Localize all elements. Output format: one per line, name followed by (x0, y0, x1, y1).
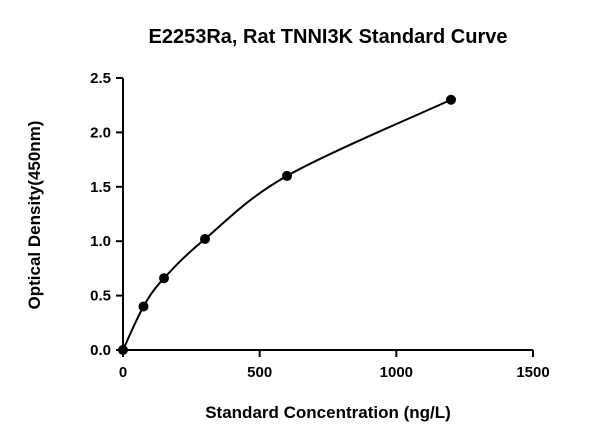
y-tick-label: 1.0 (90, 233, 111, 250)
chart-title: E2253Ra, Rat TNNI3K Standard Curve (148, 26, 507, 48)
y-tick-label: 2.0 (90, 124, 111, 141)
data-point (118, 345, 128, 355)
x-tick-label: 1500 (516, 364, 549, 381)
fit-curve (122, 98, 452, 351)
x-tick-label: 0 (119, 364, 127, 381)
x-axis-label: Standard Concentration (ng/L) (205, 403, 451, 422)
data-point (200, 234, 210, 245)
data-point (138, 301, 149, 312)
data-point (159, 273, 169, 284)
data-point (446, 94, 456, 105)
data-points (118, 94, 456, 355)
data-point (282, 170, 292, 181)
y-tick-label: 0.0 (90, 342, 111, 359)
y-axis-ticks: 0.0 0.5 1.0 1.5 2.0 2.5 (90, 70, 123, 359)
plot-area: 0.0 0.5 1.0 1.5 2.0 2.5 0 500 1000 1500 (90, 70, 550, 381)
y-tick-label: 2.5 (90, 70, 111, 87)
x-axis-ticks: 0 500 1000 1500 (119, 350, 550, 381)
y-tick-label: 0.5 (90, 288, 111, 305)
y-axis-label: Optical Density(450nm) (25, 121, 44, 310)
x-tick-label: 1000 (380, 364, 413, 381)
x-tick-label: 500 (247, 364, 272, 381)
y-tick-label: 1.5 (90, 179, 111, 196)
